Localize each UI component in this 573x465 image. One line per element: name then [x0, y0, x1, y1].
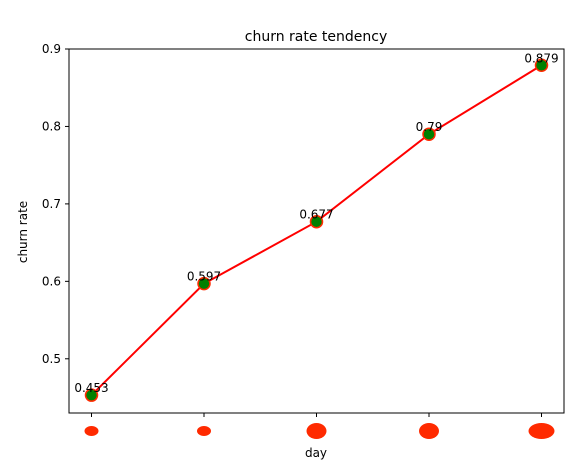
y-axis-label: churn rate [16, 201, 30, 263]
x-tick-marker [306, 423, 327, 439]
plot-frame [68, 48, 565, 414]
x-tick-marker [419, 423, 439, 439]
data-label: 0.677 [299, 208, 333, 222]
data-point [422, 127, 436, 141]
x-tick-marker [528, 423, 555, 439]
data-point [197, 276, 211, 291]
data-label: 0.879 [524, 51, 558, 65]
y-tick-label: 0.7 [42, 197, 61, 211]
y-tick-label: 0.5 [42, 352, 61, 366]
y-tick-label: 0.9 [42, 42, 61, 56]
x-tick-marker [84, 426, 99, 436]
x-axis-label: day [305, 446, 327, 460]
chart-title: churn rate tendency [245, 29, 388, 45]
y-tick-label: 0.6 [42, 274, 61, 288]
data-label: 0.597 [187, 270, 221, 284]
x-tick-marker [197, 426, 211, 436]
plot-area: 0.5 0.6 0.7 0.8 0.9 0.453 0.597 0.677 0.79 0.879 [42, 42, 559, 439]
data-label: 0.79 [416, 120, 443, 134]
data-point [309, 214, 324, 229]
data-label: 0.453 [74, 381, 108, 395]
data-point [84, 388, 99, 402]
y-tick-label: 0.8 [42, 119, 61, 133]
data-point [534, 58, 549, 73]
